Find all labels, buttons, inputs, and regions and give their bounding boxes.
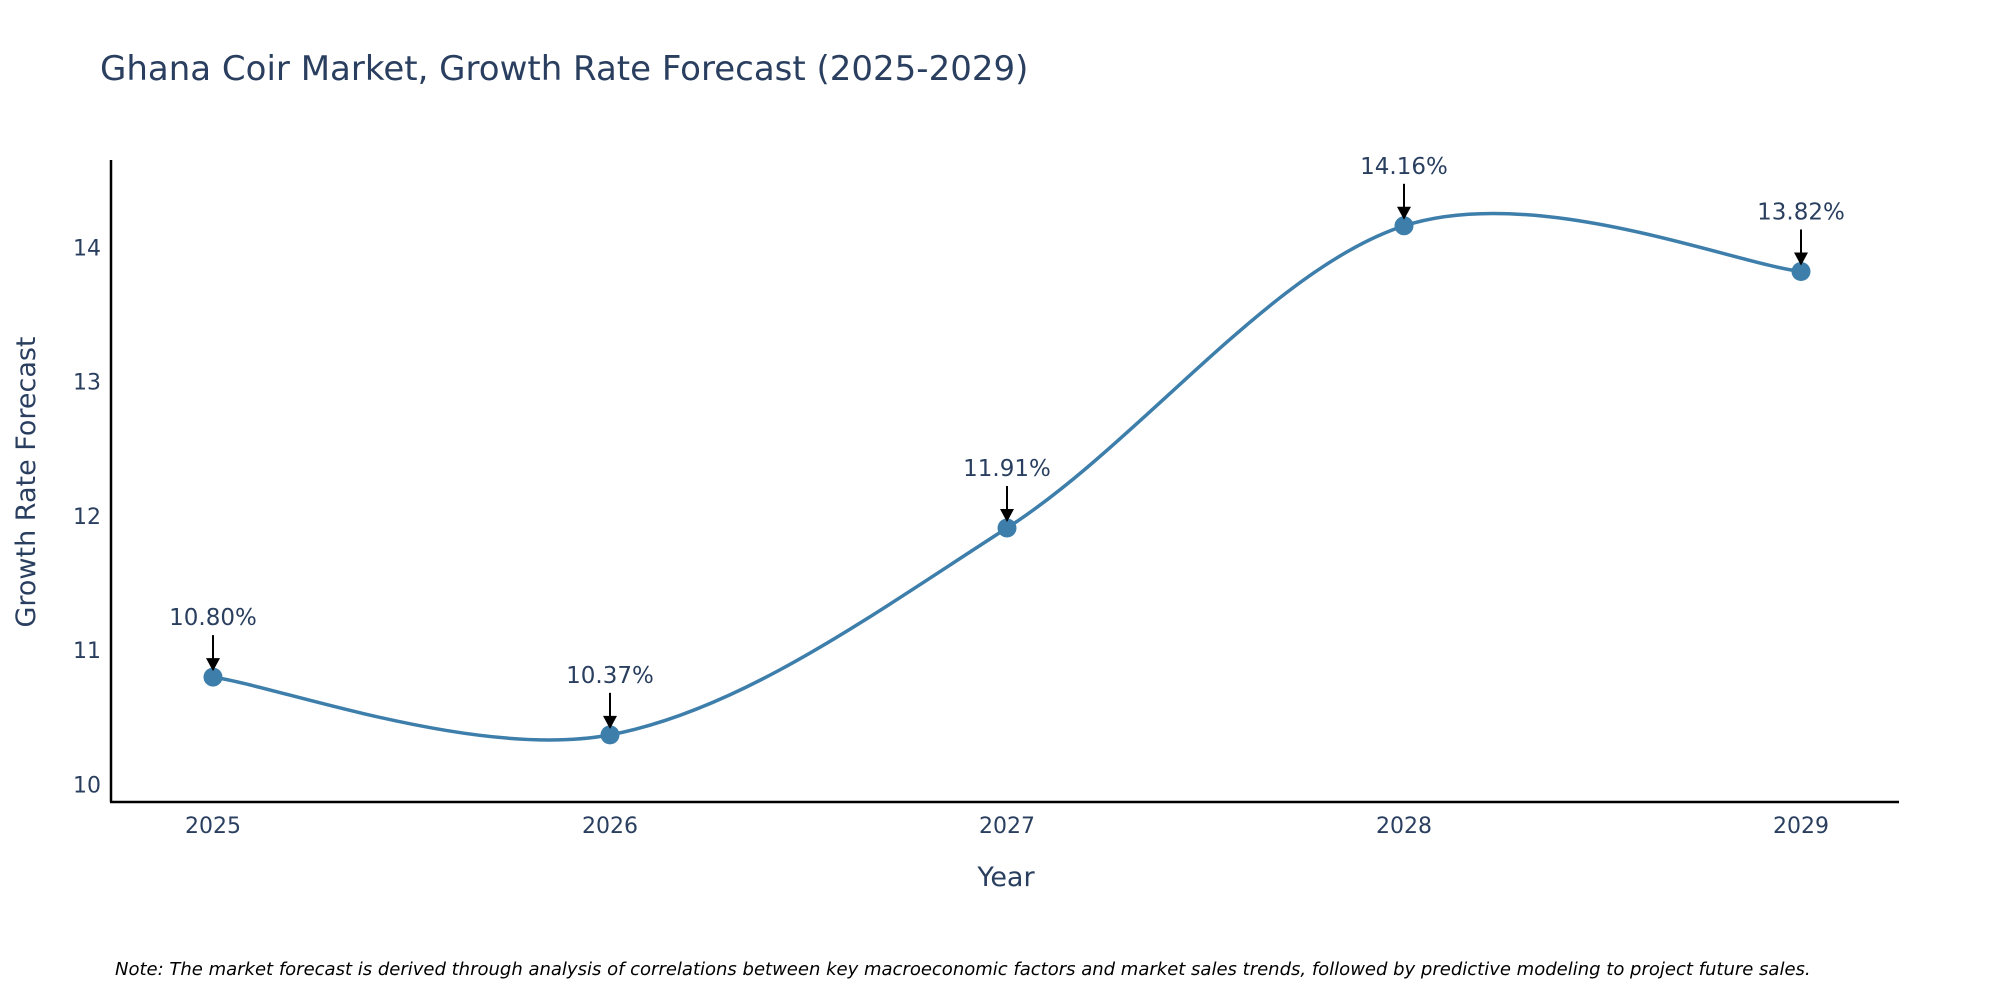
data-markers [203, 216, 1811, 745]
x-tick-label: 2027 [979, 814, 1035, 839]
x-tick-label: 2026 [582, 814, 638, 839]
y-tick-label: 10 [73, 774, 101, 799]
y-tick-label: 12 [73, 505, 101, 530]
data-point [600, 725, 620, 745]
data-point [203, 667, 223, 687]
data-point [1791, 261, 1811, 281]
x-axis-ticks: 2025 2026 2027 2028 2029 [185, 814, 1829, 839]
y-axis-ticks: 10 11 12 13 14 [73, 236, 101, 798]
data-annotations: 10.80% 10.37% 11.91% 14.16% 13.82% [169, 154, 1845, 729]
y-tick-label: 14 [73, 236, 101, 261]
data-point [1394, 216, 1414, 236]
annotation-arrow-head [1000, 509, 1014, 523]
x-tick-label: 2025 [185, 814, 241, 839]
footnote: Note: The market forecast is derived thr… [115, 959, 1811, 980]
data-label: 10.80% [169, 605, 257, 631]
data-label: 14.16% [1360, 154, 1448, 180]
y-axis-title: Growth Rate Forecast [11, 336, 42, 627]
x-axis-title: Year [976, 862, 1035, 893]
data-label: 10.37% [566, 663, 654, 689]
annotation-arrow-head [1794, 252, 1808, 266]
data-point [997, 518, 1017, 538]
y-tick-label: 13 [73, 371, 101, 396]
y-tick-label: 11 [73, 639, 101, 664]
data-label: 13.82% [1757, 199, 1845, 225]
x-tick-label: 2028 [1376, 814, 1432, 839]
annotation-arrow-head [206, 658, 220, 672]
x-tick-label: 2029 [1773, 814, 1829, 839]
annotation-arrow-head [1397, 206, 1411, 220]
annotation-arrow-head [603, 715, 617, 729]
data-label: 11.91% [963, 456, 1051, 482]
chart-title: Ghana Coir Market, Growth Rate Forecast … [100, 49, 1028, 89]
